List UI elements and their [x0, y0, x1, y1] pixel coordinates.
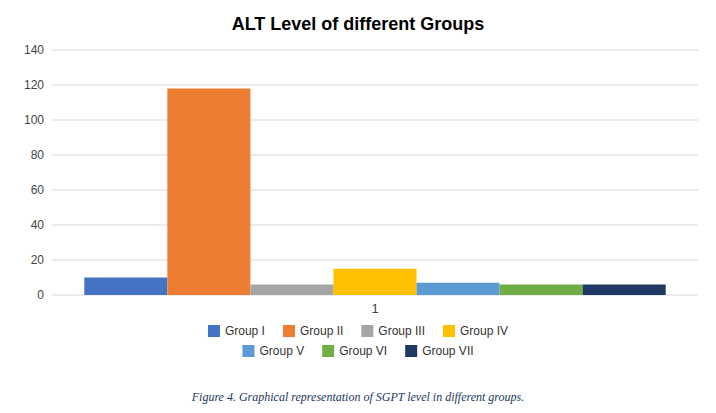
bar	[500, 285, 583, 296]
y-tick-label: 60	[31, 183, 45, 197]
y-tick-label: 100	[24, 113, 44, 127]
bar	[84, 278, 167, 296]
chart: ALT Level of different Groups 0 20 40 60 80 10…	[0, 0, 716, 413]
legend-label: Group III	[378, 324, 425, 338]
legend-swatch	[322, 345, 334, 357]
legend-label: Group VI	[339, 344, 387, 358]
grid-line	[52, 120, 698, 121]
legend-swatch	[361, 325, 373, 337]
legend-label: Group IV	[460, 324, 508, 338]
bar	[583, 285, 666, 296]
x-tick-label: 1	[371, 301, 378, 316]
legend-swatch	[443, 325, 455, 337]
bar	[250, 285, 333, 296]
y-tick-label: 0	[37, 288, 44, 302]
y-tick-label: 140	[24, 43, 44, 57]
bars	[84, 89, 665, 296]
bar	[333, 269, 416, 295]
grid-line	[52, 260, 698, 261]
grid-line	[52, 155, 698, 156]
grid	[52, 50, 698, 295]
legend-label: Group VII	[422, 344, 473, 358]
legend-swatch	[242, 345, 254, 357]
legend-label: Group II	[300, 324, 343, 338]
grid-line	[52, 85, 698, 86]
y-tick-label: 40	[31, 218, 45, 232]
bar	[167, 89, 250, 296]
legend-label: Group I	[225, 324, 265, 338]
grid-line	[52, 225, 698, 226]
title: ALT Level of different Groups	[232, 14, 485, 34]
legend-swatch	[283, 325, 295, 337]
grid-line	[52, 50, 698, 51]
bar	[417, 283, 500, 295]
caption: Figure 4. Graphical representation of SG…	[191, 390, 525, 404]
grid-line	[52, 190, 698, 191]
y-tick-label: 80	[31, 148, 45, 162]
legend: Group I Group II Group III Group IV Group V G…	[208, 324, 508, 358]
y-tick-label: 120	[24, 78, 44, 92]
legend-swatch	[208, 325, 220, 337]
chart-container: ALT Level of different Groups 0 20 40 60 80 10…	[0, 0, 716, 413]
y-tick-label: 20	[31, 253, 45, 267]
legend-label: Group V	[259, 344, 304, 358]
legend-swatch	[405, 345, 417, 357]
